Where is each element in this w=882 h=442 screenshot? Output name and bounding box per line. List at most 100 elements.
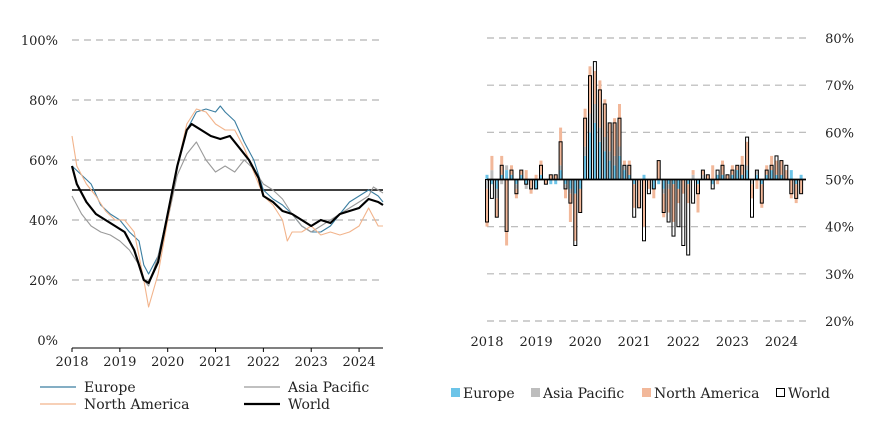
bar-north-america-2023.4: [750, 184, 754, 199]
bar-north-america-2018.0: [485, 188, 489, 227]
right-bar-chart: 80% 70% 60% 50% 40% 30% 20% 2018 2019 2020 2021 202…: [470, 32, 854, 350]
bar-asia-pacific-2019.6: [564, 184, 567, 189]
bar-asia-pacific-2020.5: [608, 151, 612, 161]
bar-north-america-2019.0: [534, 174, 538, 180]
right-x-tick-2023: 2023: [716, 335, 749, 350]
bar-europe-2021.4: [652, 179, 656, 189]
bar-europe-2024.4: [799, 174, 803, 180]
bar-asia-pacific-2018.1: [490, 170, 494, 180]
bar-europe-2022.3: [696, 179, 700, 185]
bar-asia-pacific-2021.7: [667, 184, 671, 189]
bar-europe-2021.0: [632, 179, 636, 185]
bar-asia-pacific-2020.7: [618, 146, 621, 156]
bar-north-america-2019.8: [573, 193, 577, 241]
bar-europe-2018.7: [519, 174, 523, 180]
bar-europe-2018.2: [495, 179, 499, 189]
bar-north-america-2023.3: [745, 141, 749, 166]
bar-asia-pacific-2020.2: [593, 104, 597, 123]
bar-europe-2023.8: [770, 170, 774, 180]
line-series-asia-pacific: [71, 141, 384, 287]
bar-world-2022.2: [691, 179, 696, 204]
bar-north-america-2021.1: [637, 179, 641, 208]
bar-europe-2024.3: [794, 179, 798, 185]
bar-europe-2019.6: [564, 179, 567, 185]
bar-asia-pacific-2020.6: [613, 155, 617, 166]
line-series-europe: [71, 105, 384, 275]
left-y-tick-100: 100%: [21, 34, 58, 49]
left-x-tick-2021: 2021: [199, 355, 232, 370]
right-legend: Europe Asia Pacific North America World: [451, 386, 830, 402]
bar-north-america-2022.4: [701, 170, 705, 175]
bar-europe-2021.6: [662, 179, 666, 189]
bar-north-america-2021.2: [642, 179, 646, 227]
bar-north-america-2019.3: [549, 174, 553, 180]
bar-europe-2020.8: [622, 170, 626, 180]
right-y-tick-50: 50%: [825, 174, 854, 189]
bar-asia-pacific-2023.5: [755, 170, 759, 175]
legend-label-europe-bar: Europe: [463, 386, 515, 402]
right-y-tick-60: 60%: [825, 126, 854, 141]
bar-asia-pacific-2018.6: [514, 184, 518, 189]
bar-europe-2022.6: [711, 179, 715, 185]
bar-north-america-2021.0: [632, 184, 636, 208]
bar-europe-2020.6: [613, 165, 617, 180]
bar-north-america-2019.1: [539, 160, 543, 175]
bar-north-america-2019.5: [559, 127, 563, 166]
bar-europe-2023.6: [760, 179, 764, 185]
right-y-tick-70: 70%: [825, 79, 854, 94]
bar-north-america-2022.0: [681, 179, 685, 194]
bar-europe-2018.5: [510, 174, 513, 180]
bar-north-america-2019.9: [578, 188, 582, 213]
bar-north-america-2021.5: [657, 160, 661, 180]
bar-north-america-2021.4: [652, 188, 656, 199]
left-line-chart: 100% 80% 60% 40% 20% 0% 2018 2019 2020 2021 2022 20…: [21, 34, 384, 370]
bar-north-america-2022.3: [696, 184, 700, 213]
right-x-tick-2024: 2024: [765, 335, 798, 350]
right-y-tick-40: 40%: [825, 221, 854, 236]
bar-north-america-2024.3: [794, 184, 798, 204]
bar-north-america-2020.8: [622, 160, 626, 166]
left-x-tick-2018: 2018: [55, 355, 88, 370]
left-y-tick-60: 60%: [29, 154, 58, 169]
bar-europe-2019.1: [539, 174, 543, 180]
bar-europe-2020.0: [583, 155, 587, 180]
legend-label-north-america: North America: [84, 397, 190, 413]
right-x-tick-2018: 2018: [470, 335, 503, 350]
bar-north-america-2022.5: [706, 174, 710, 180]
left-y-tick-20: 20%: [29, 274, 58, 289]
bar-europe-2020.4: [603, 151, 607, 180]
bar-north-america-2023.8: [770, 155, 774, 171]
bar-europe-2022.8: [721, 174, 724, 180]
bar-north-america-2023.6: [760, 184, 764, 208]
bar-north-america-2021.6: [662, 193, 666, 218]
bar-asia-pacific-2019.5: [559, 165, 563, 170]
bar-north-america-2019.6: [564, 188, 567, 199]
bar-north-america-2021.3: [647, 179, 651, 189]
bar-north-america-2020.7: [618, 104, 621, 147]
bar-asia-pacific-2022.2: [691, 174, 695, 180]
left-x-tick-2020: 2020: [151, 355, 184, 370]
bar-asia-pacific-2020.0: [583, 146, 587, 156]
bar-north-america-2022.1: [686, 184, 690, 204]
bar-north-america-2021.8: [672, 184, 675, 222]
bar-europe-2020.2: [593, 122, 597, 180]
bar-north-america-2023.1: [735, 165, 739, 170]
bar-asia-pacific-2022.4: [701, 174, 705, 180]
bar-north-america-2020.0: [583, 108, 587, 147]
bar-europe-2021.5: [657, 179, 661, 185]
bar-europe-2018.8: [524, 179, 528, 185]
bar-north-america-2021.9: [676, 188, 680, 204]
bar-europe-2022.1: [686, 179, 690, 185]
left-y-tick-40: 40%: [29, 214, 58, 229]
bar-europe-2020.7: [618, 155, 621, 180]
bar-north-america-2020.5: [608, 122, 612, 152]
bar-asia-pacific-2018.2: [495, 188, 499, 199]
legend-label-asia-pacific-bar: Asia Pacific: [542, 386, 624, 402]
legend-label-world: World: [288, 397, 330, 413]
bar-asia-pacific-2019.7: [568, 188, 572, 194]
bar-europe-2018.1: [490, 179, 494, 185]
legend-label-north-america-bar: North America: [654, 386, 760, 402]
right-x-tick-2022: 2022: [667, 335, 700, 350]
legend-swatch-north-america-bar: [642, 388, 651, 397]
bar-north-america-2023.5: [755, 179, 759, 189]
